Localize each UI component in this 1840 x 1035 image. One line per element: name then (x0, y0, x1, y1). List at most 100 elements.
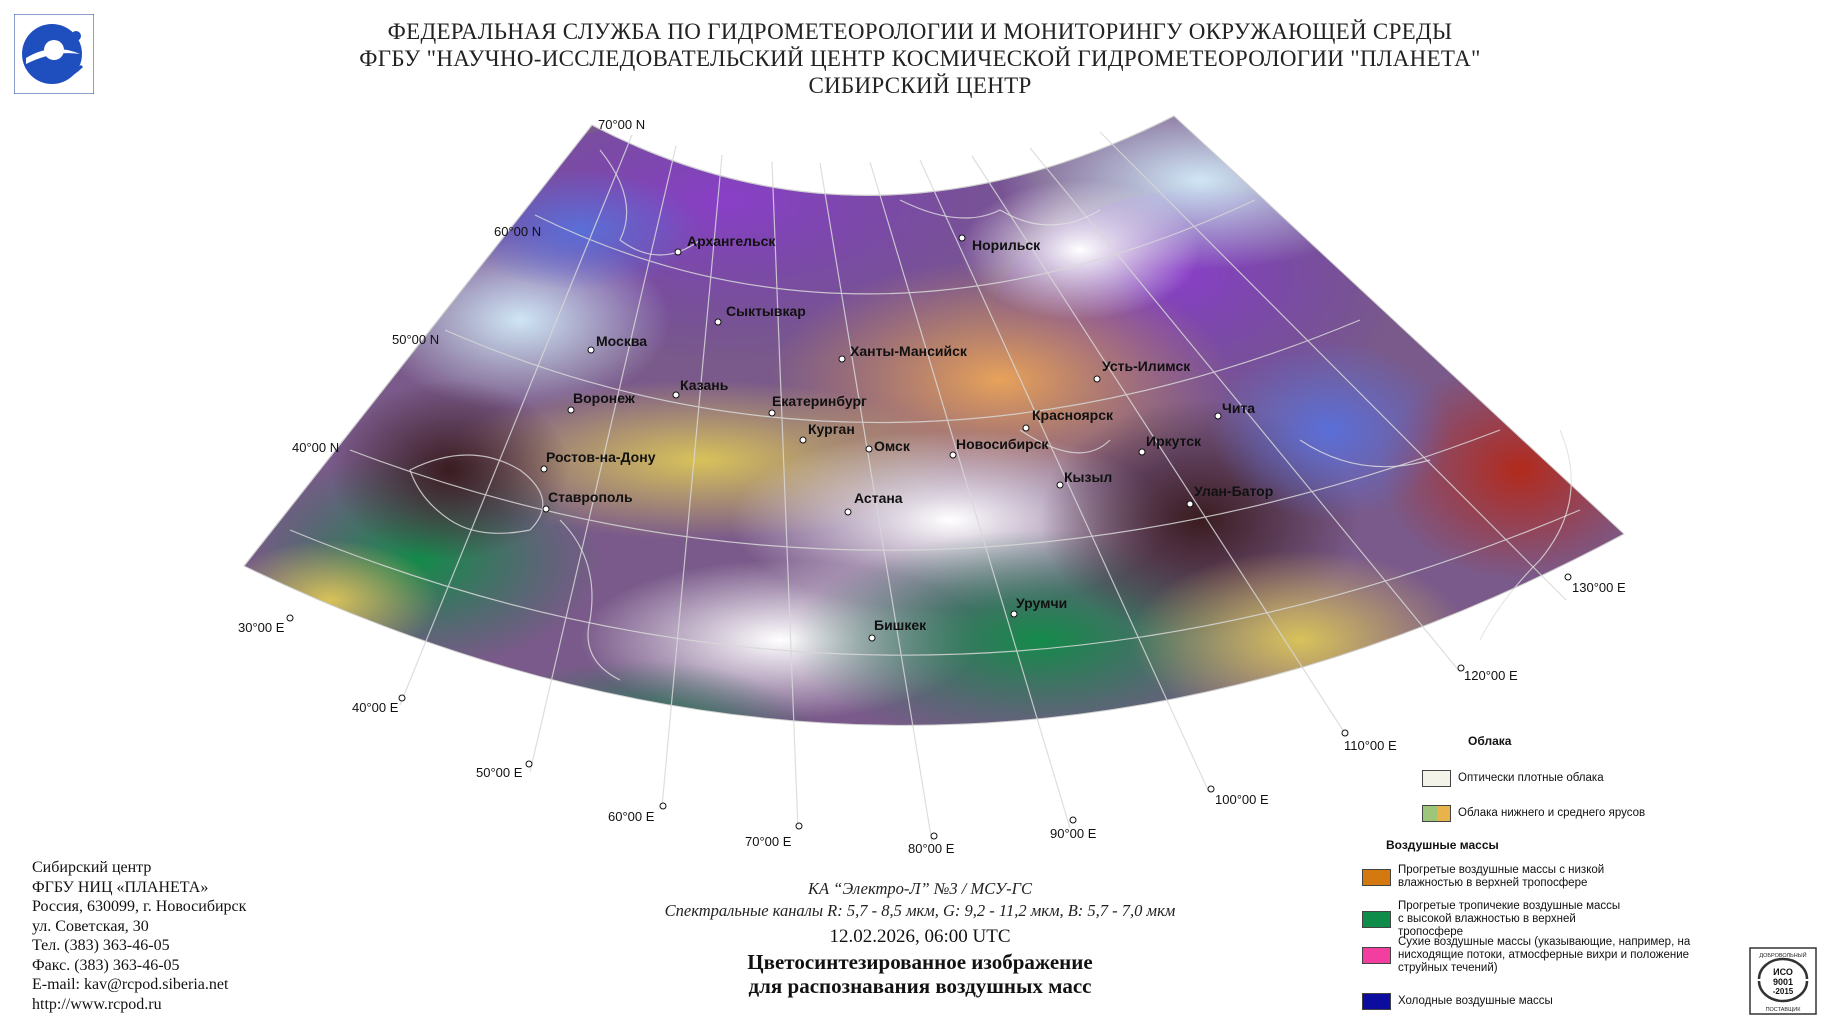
lon-label-40: 40°00 E (352, 700, 399, 715)
legend-item-low-mid-clouds: Облака нижнего и среднего ярусов (1422, 805, 1645, 822)
address-institute: ФГБУ НИЦ «ПЛАНЕТА» (32, 878, 209, 896)
svg-text:Чита: Чита (1222, 400, 1255, 416)
lon-label-60: 60°00 E (608, 809, 655, 824)
svg-text:Бишкек: Бишкек (874, 617, 927, 633)
swatch-dense-clouds (1422, 770, 1451, 787)
address-street: ул. Советская, 30 (32, 917, 149, 935)
legend-cold-label: Холодные воздушные массы (1398, 995, 1553, 1007)
city-rostov: Ростов-на-Дону (540, 449, 656, 473)
city-irkutsk: Иркутск (1138, 433, 1202, 456)
address-org: Сибирский центр (32, 859, 152, 876)
legend-warm-humid-label: Прогретые тропичекие воздушные массы с в… (1398, 900, 1621, 938)
lat-label-40: 40°00 N (292, 440, 339, 455)
city-ulan-bator: Улан-Батор (1186, 483, 1273, 508)
city-novosibirsk: Новосибирск (949, 436, 1049, 459)
svg-text:Курган: Курган (808, 421, 855, 437)
legend-item-warm-dry: Прогретые воздушные массы с низкой влажн… (1362, 864, 1722, 890)
swatch-cold (1362, 993, 1391, 1010)
address-fax: Факс. (383) 363-46-05 (32, 956, 180, 974)
svg-text:Екатеринбург: Екатеринбург (772, 393, 867, 409)
city-kurgan: Курган (799, 421, 855, 444)
lon-label-100: 100°00 E (1215, 792, 1269, 807)
caption-satellite: КА “Электро-Л” №3 / МСУ-ГС (807, 879, 1032, 898)
city-bishkek: Бишкек (868, 617, 927, 642)
city-arkhangelsk: Архангельск (674, 233, 776, 256)
caption-title-2: для распознавания воздушных масс (748, 974, 1092, 998)
iso-line2: 9001 (1773, 977, 1793, 987)
city-moscow: Москва (587, 333, 647, 354)
svg-text:Москва: Москва (596, 333, 647, 349)
city-astana: Астана (844, 490, 903, 516)
city-syktyvkar: Сыктывкар (714, 303, 806, 326)
iso-line1: ИСО (1773, 967, 1793, 977)
swatch-dry (1362, 947, 1391, 964)
iso-bottom-text: ПОСТАВЩИК (1766, 1007, 1802, 1013)
svg-text:Казань: Казань (680, 377, 729, 393)
city-khanty-mansiysk: Ханты-Мансийск (838, 343, 968, 363)
contact-address: Сибирский центр ФГБУ НИЦ «ПЛАНЕТА» Росси… (32, 858, 246, 1014)
caption-title-1: Цветосинтезированное изображение (747, 950, 1093, 974)
svg-text:Иркутск: Иркутск (1146, 433, 1202, 449)
city-kazan: Казань (672, 377, 729, 399)
address-email[interactable]: E-mail: kav@rcpod.siberia.net (32, 976, 229, 993)
swatch-warm-humid (1362, 911, 1391, 928)
svg-text:Ханты-Мансийск: Ханты-Мансийск (850, 343, 968, 359)
city-chita: Чита (1214, 400, 1255, 420)
legend-item-warm-humid: Прогретые тропичекие воздушные массы с в… (1362, 900, 1722, 939)
lat-label-50: 50°00 N (392, 332, 439, 347)
svg-text:Сыктывкар: Сыктывкар (726, 303, 806, 319)
graticule (243, 115, 1581, 843)
svg-text:Архангельск: Архангельск (687, 233, 776, 249)
city-krasnoyarsk: Красноярск (1022, 407, 1114, 432)
lon-label-120: 120°00 E (1464, 668, 1518, 683)
iso-certification-badge: ДОБРОВОЛЬНЫЙ ИСО 9001 -2015 ПОСТАВЩИК (1749, 947, 1817, 1015)
address-city: Россия, 630099, г. Новосибирск (32, 898, 247, 915)
page-header: ФЕДЕРАЛЬНАЯ СЛУЖБА ПО ГИДРОМЕТЕОРОЛОГИИ … (200, 18, 1640, 99)
lon-label-70: 70°00 E (745, 834, 792, 849)
svg-text:Кызыл: Кызыл (1064, 469, 1112, 485)
image-caption: КА “Электро-Л” №3 / МСУ-ГС Спектральные … (540, 878, 1300, 998)
lon-label-110: 110°00 E (1344, 738, 1397, 753)
svg-text:Омск: Омск (874, 438, 911, 454)
svg-text:Ставрополь: Ставрополь (548, 489, 633, 505)
svg-text:Красноярск: Красноярск (1032, 407, 1114, 423)
svg-text:Урумчи: Урумчи (1016, 595, 1067, 611)
swatch-warm-dry (1362, 868, 1391, 886)
caption-datetime: 12.02.2026, 06:00 UTC (829, 926, 1011, 947)
svg-text:Новосибирск: Новосибирск (956, 436, 1049, 452)
city-urumqi: Урумчи (1010, 595, 1067, 618)
lon-label-50: 50°00 E (476, 765, 523, 780)
cities: Архангельск Норильск Сыктывкар Москва Ха… (540, 233, 1273, 642)
header-agency: ФЕДЕРАЛЬНАЯ СЛУЖБА ПО ГИДРОМЕТЕОРОЛОГИИ … (387, 19, 1453, 44)
swatch-low-mid-clouds (1422, 805, 1451, 822)
lon-label-90: 90°00 E (1050, 826, 1097, 841)
city-norilsk: Норильск (958, 234, 1041, 253)
address-website[interactable]: http://www.rcpod.ru (32, 995, 162, 1013)
lat-label-70: 70°00 N (598, 117, 645, 132)
lon-labels: 30°00 E 40°00 E 50°00 E 60°00 E 70°00 E … (238, 573, 1626, 856)
svg-text:Астана: Астана (854, 490, 903, 506)
planeta-logo (14, 14, 94, 94)
caption-channels: Спектральные каналы R: 5,7 - 8,5 мкм, G:… (664, 901, 1176, 920)
iso-top-text: ДОБРОВОЛЬНЫЙ (1759, 951, 1806, 959)
map-frame (243, 115, 1625, 726)
svg-text:Усть-Илимск: Усть-Илимск (1102, 358, 1191, 374)
svg-text:Норильск: Норильск (972, 237, 1041, 253)
city-yekaterinburg: Екатеринбург (768, 393, 867, 417)
city-ust-ilimsk: Усть-Илимск (1093, 358, 1191, 383)
lon-label-30: 30°00 E (238, 620, 285, 635)
header-institute: ФГБУ "НАУЧНО-ИССЛЕДОВАТЕЛЬСКИЙ ЦЕНТР КОС… (359, 46, 1481, 71)
legend-low-mid-clouds-label: Облака нижнего и среднего ярусов (1458, 807, 1646, 819)
legend-item-dry: Сухие воздушные массы (указывающие, напр… (1362, 936, 1722, 975)
legend-clouds-heading: Облака (1468, 734, 1512, 748)
city-kyzyl: Кызыл (1056, 469, 1112, 489)
svg-text:Воронеж: Воронеж (573, 390, 636, 406)
header-center: СИБИРСКИЙ ЦЕНТР (808, 73, 1032, 98)
legend-item-dense-clouds: Оптически плотные облака (1422, 770, 1604, 787)
iso-line3: -2015 (1773, 987, 1794, 996)
city-voronezh: Воронеж (567, 390, 636, 414)
legend-airmass-heading: Воздушные массы (1386, 838, 1499, 852)
legend-dry-label: Сухие воздушные массы (указывающие, напр… (1398, 936, 1691, 974)
legend-warm-dry-label: Прогретые воздушные массы с низкой влажн… (1398, 864, 1605, 889)
